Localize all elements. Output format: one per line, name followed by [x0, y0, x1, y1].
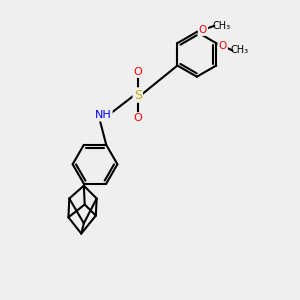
Text: O: O — [134, 113, 142, 123]
Text: NH: NH — [95, 110, 112, 120]
Text: S: S — [134, 88, 142, 101]
Text: CH₃: CH₃ — [212, 21, 230, 31]
Text: O: O — [199, 25, 207, 35]
Text: O: O — [134, 67, 142, 77]
Text: O: O — [219, 40, 227, 51]
Text: CH₃: CH₃ — [230, 46, 248, 56]
